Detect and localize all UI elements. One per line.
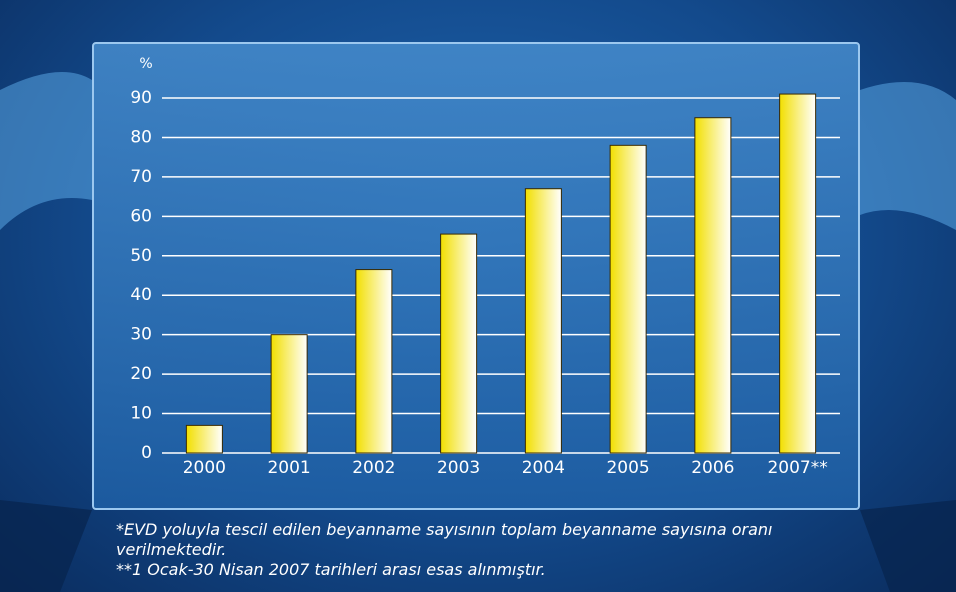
x-tick-label: 2006 xyxy=(691,458,734,478)
footnote: **1 Ocak-30 Nisan 2007 tarihleri arası e… xyxy=(116,560,546,579)
x-tick-label: 2001 xyxy=(267,458,310,478)
y-tick-label: 0 xyxy=(141,443,152,463)
x-tick-label: 2007** xyxy=(767,458,827,478)
x-tick-label: 2000 xyxy=(183,458,226,478)
y-axis-label: % xyxy=(139,56,152,72)
y-tick-label: 40 xyxy=(130,285,152,305)
bar xyxy=(779,93,817,454)
bar xyxy=(694,117,732,454)
bar xyxy=(355,269,393,454)
x-tick-label: 2002 xyxy=(352,458,395,478)
y-tick-label: 70 xyxy=(130,167,152,187)
bar xyxy=(524,188,562,454)
x-tick-label: 2005 xyxy=(606,458,649,478)
bar xyxy=(185,424,223,454)
footnotes: *EVD yoluyla tescil edilen beyanname say… xyxy=(116,520,856,580)
x-tick-label: 2003 xyxy=(437,458,480,478)
bar xyxy=(440,233,478,454)
y-tick-label: 10 xyxy=(130,404,152,424)
y-tick-label: 90 xyxy=(130,88,152,108)
y-tick-label: 60 xyxy=(130,206,152,226)
y-tick-label: 50 xyxy=(130,246,152,266)
y-tick-label: 30 xyxy=(130,325,152,345)
bar xyxy=(609,144,647,454)
x-tick-label: 2004 xyxy=(522,458,565,478)
footnote: *EVD yoluyla tescil edilen beyanname say… xyxy=(116,520,773,559)
bar xyxy=(270,334,308,454)
y-tick-label: 20 xyxy=(130,364,152,384)
y-tick-label: 80 xyxy=(130,127,152,147)
